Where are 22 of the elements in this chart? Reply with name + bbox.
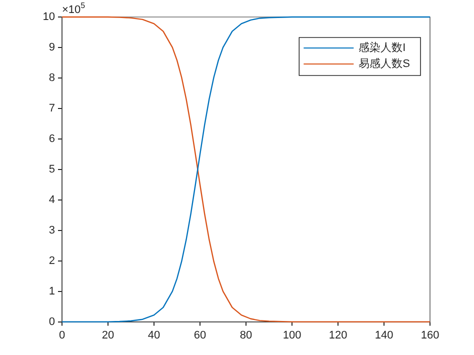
y-tick-label: 2 (48, 254, 55, 267)
x-tick-label: 160 (420, 329, 440, 342)
y-tick-label: 6 (48, 132, 55, 145)
y-tick-label: 3 (48, 224, 55, 236)
x-tick-label: 40 (148, 329, 160, 342)
x-tick-label: 80 (240, 329, 252, 342)
x-tick-label: 20 (102, 329, 114, 342)
x-tick-label: 120 (328, 329, 348, 342)
y-tick-label: 9 (48, 42, 55, 54)
y-tick-label: 8 (48, 72, 55, 84)
y-tick-label: 10 (42, 11, 55, 24)
y-tick-label: 4 (48, 194, 55, 206)
y-tick-label: 1 (48, 285, 55, 298)
x-tick-label: 140 (374, 329, 394, 342)
x-tick-label: 100 (282, 329, 302, 342)
legend-label: 感染人数I (358, 41, 406, 54)
y-tick-label: 5 (48, 163, 55, 176)
x-tick-label: 60 (194, 329, 206, 342)
legend-label: 易感人数S (358, 57, 410, 70)
x-tick-label: 0 (58, 329, 66, 342)
y-tick-label: 0 (48, 316, 55, 328)
y-tick-label: 7 (48, 102, 55, 114)
